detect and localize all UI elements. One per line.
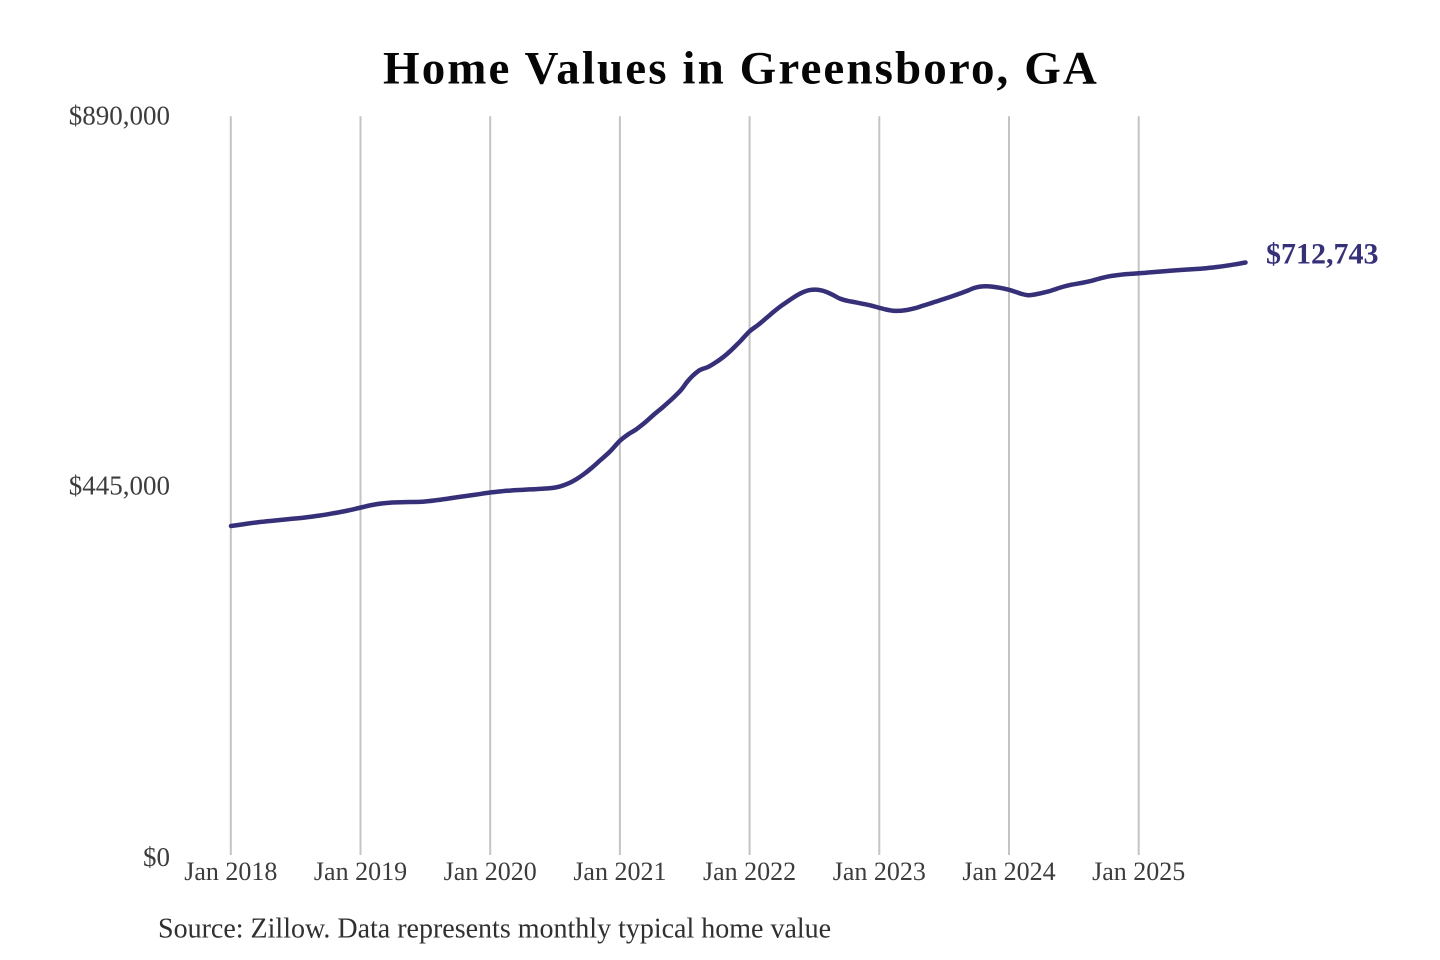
svg-text:Jan 2022: Jan 2022 [703, 857, 796, 886]
svg-text:$712,743: $712,743 [1266, 238, 1379, 271]
svg-text:Jan 2024: Jan 2024 [962, 857, 1055, 886]
svg-text:Jan 2019: Jan 2019 [314, 857, 407, 886]
svg-text:Jan 2018: Jan 2018 [184, 857, 277, 886]
svg-text:Jan 2025: Jan 2025 [1092, 857, 1185, 886]
svg-text:$890,000: $890,000 [69, 100, 170, 130]
svg-text:Jan 2020: Jan 2020 [444, 857, 537, 886]
svg-text:Source: Zillow. Data represent: Source: Zillow. Data represents monthly … [158, 914, 831, 945]
svg-text:Jan 2021: Jan 2021 [573, 857, 666, 886]
svg-text:Home Values in Greensboro, GA: Home Values in Greensboro, GA [383, 43, 1099, 95]
svg-text:Jan 2023: Jan 2023 [833, 857, 926, 886]
svg-text:$445,000: $445,000 [69, 470, 170, 500]
svg-text:$0: $0 [143, 842, 170, 872]
